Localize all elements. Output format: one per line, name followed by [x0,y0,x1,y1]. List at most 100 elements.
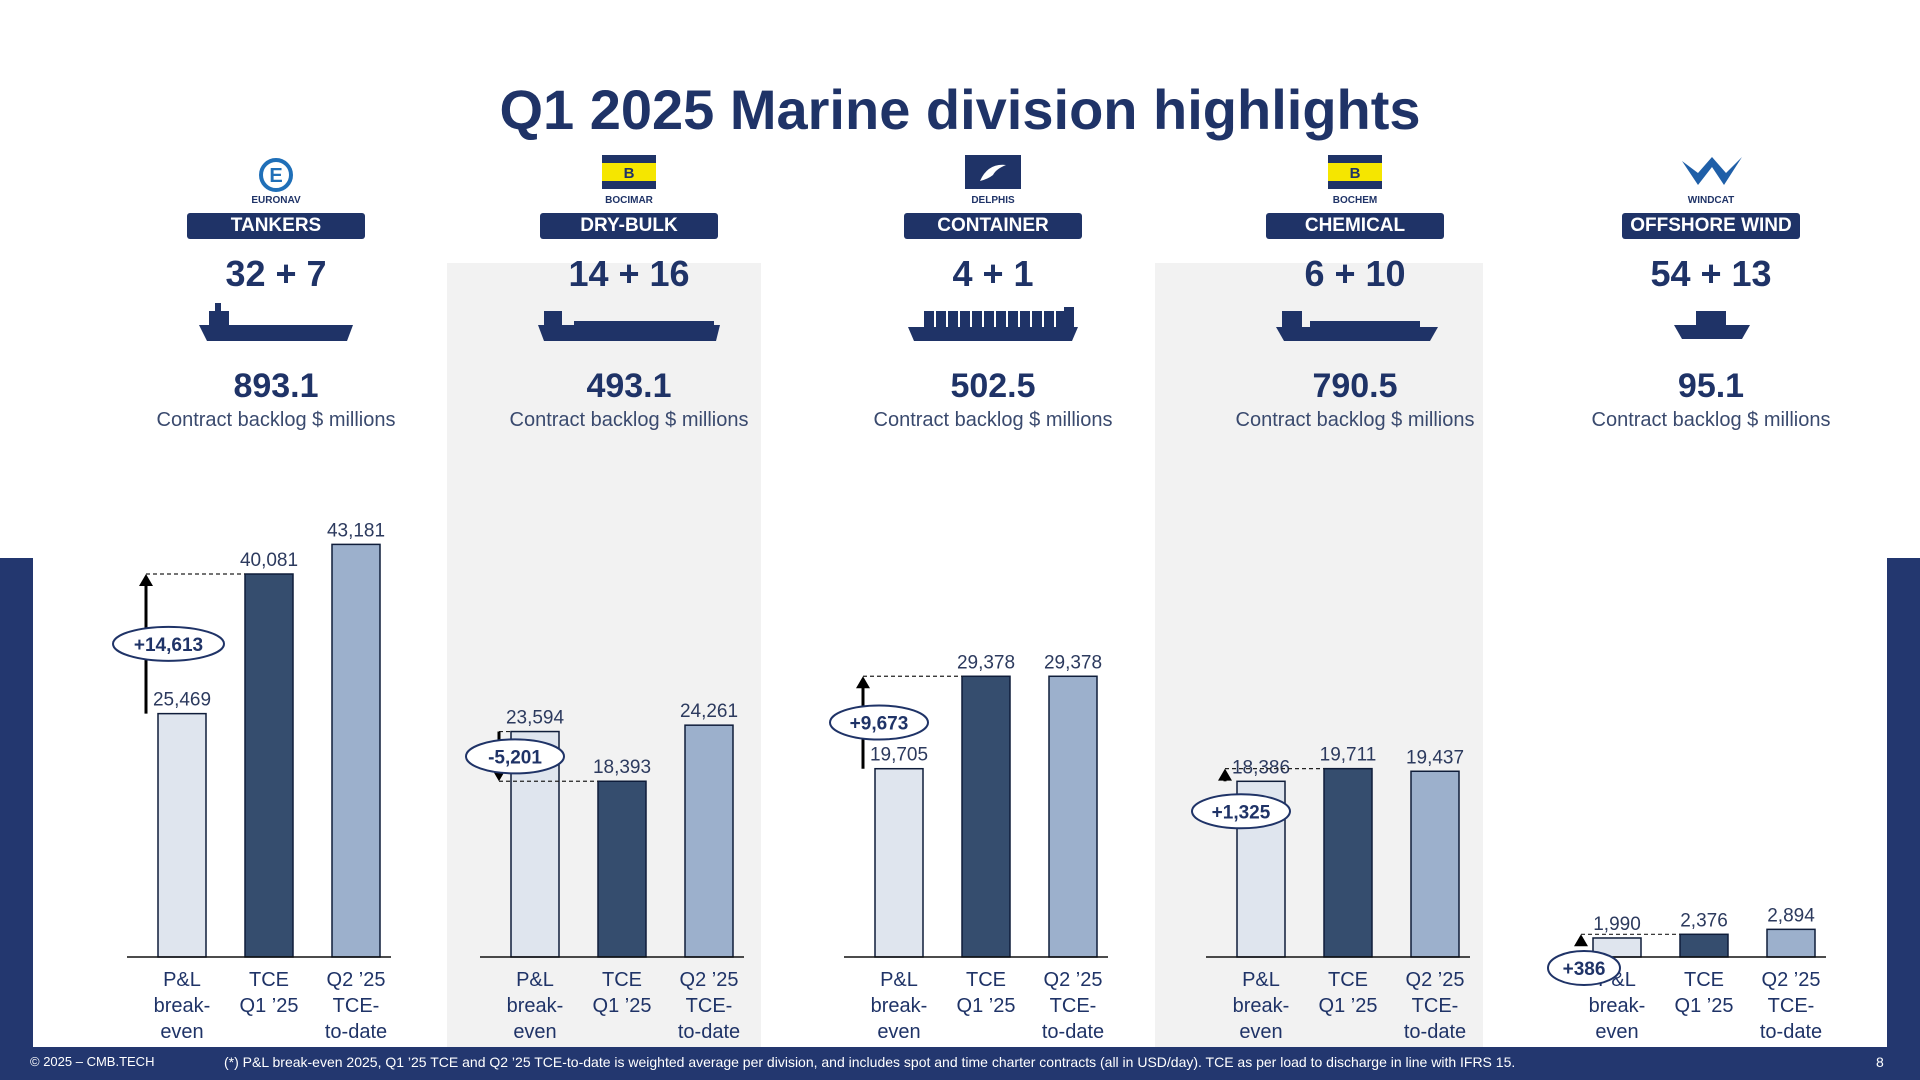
contract-backlog-value: 893.1 [233,367,319,405]
tick-label: Q1 ’25 [240,995,299,1017]
tce-bar-chart: 18,386 P&L break-even 19,711 TCE Q1 ’25 19,437… [1191,745,1470,1043]
division-tankers: E EURONAV TANKERS 32 + 7 893.1 Contract b… [111,37,441,1047]
container-stack [960,311,970,327]
bar [961,675,1011,958]
data-label: 19,711 [1320,745,1377,766]
contract-backlog-label: Contract backlog $ millions [509,409,749,431]
delta-arrow-head [139,574,153,587]
tce-bar-chart: 23,594 P&L break-even 18,393 TCE Q1 ’25 24,261… [465,701,744,1043]
container-stack [948,311,958,327]
delta-arrow-head [1574,934,1588,947]
tick-label: TCE- [333,995,380,1017]
contract-backlog-label: Contract backlog $ millions [1235,409,1475,431]
delphis-logo-icon: DELPHIS [965,155,1021,205]
bar [874,767,924,958]
container-stack [996,311,1006,327]
tanker-ship-icon [199,303,353,341]
data-label: 29,378 [957,652,1015,673]
tick-label: TCE [249,969,289,991]
page-number: 8 [1876,1054,1884,1070]
tick-label: TCE- [1412,995,1459,1017]
tick-label: to-date [1404,1021,1466,1043]
tick-label: TCE- [686,995,733,1017]
superstructure [544,311,562,325]
bar [597,780,647,958]
tick-label: even [1595,1021,1638,1043]
logo-letter: E [269,165,282,187]
bochem-logo-icon: B BOCHEM [1328,155,1382,205]
tick-label: to-date [325,1021,387,1043]
footer-copyright: © 2025 – CMB.TECH [30,1054,155,1069]
tick-label: TCE [1328,969,1368,991]
tick-label: even [877,1021,920,1043]
data-label: 2,894 [1767,905,1815,926]
container-stack [1020,311,1030,327]
superstructure [1282,311,1302,327]
fleet-count: 54 + 13 [1650,253,1772,294]
hull [199,325,353,341]
bar [1048,675,1098,958]
delta-badge [1191,793,1291,830]
logo-letter: B [1350,165,1361,182]
data-label: 23,594 [506,708,565,729]
fleet-count: 14 + 16 [568,253,690,294]
hull [538,325,720,341]
logo-wordmark: EURONAV [251,195,301,205]
tick-label: break- [1233,995,1290,1017]
tick-label: even [513,1021,556,1043]
contract-backlog-label: Contract backlog $ millions [873,409,1113,431]
division-offshore-wind: WINDCAT OFFSHORE WIND 54 + 13 95.1 Contr… [1546,37,1876,1047]
tick-label: break- [1589,995,1646,1017]
tick-label: Q2 ’25 [1044,969,1103,991]
bar [1679,933,1729,958]
slide: Q1 2025 Marine division highlights E EURO… [33,37,1887,1047]
division-label: CONTAINER [904,213,1082,239]
tick-label: break- [871,995,928,1017]
bar [331,543,381,958]
page-title: Q1 2025 Marine division highlights [499,78,1421,141]
delta-value: +14,613 [134,635,203,656]
contract-backlog-value: 493.1 [586,367,672,405]
delta-value: +1,325 [1212,802,1271,823]
logo-letter: B [624,165,635,182]
fleet-count: 32 + 7 [225,253,327,294]
tce-bar-chart: 19,705 P&L break-even 29,378 TCE Q1 ’25 29,378… [829,652,1108,1043]
tick-label: Q2 ’25 [1762,969,1821,991]
division-label: DRY-BULK [540,213,718,239]
data-label: 40,081 [240,550,298,571]
tick-label: TCE [602,969,642,991]
tick-label: P&L [1242,969,1280,991]
logo-wordmark: BOCIMAR [605,195,654,205]
chemical-tanker-icon [1276,311,1438,341]
contract-backlog-value: 790.5 [1312,367,1398,405]
deck-piping [1310,321,1420,327]
delta-value: +386 [1563,959,1606,980]
data-label: 18,393 [593,757,651,778]
container-stack [924,311,934,327]
logo-dolphin [980,164,1006,181]
logo-wordmark: DELPHIS [971,195,1015,205]
hull [1276,327,1438,341]
tick-label: Q1 ’25 [1675,995,1734,1017]
wheelhouse [1696,311,1726,325]
tick-label: even [1239,1021,1282,1043]
bar [157,712,207,958]
tick-label: P&L [880,969,918,991]
data-label: 19,705 [870,745,928,766]
logo-wordmark: BOCHEM [1333,195,1377,205]
logo-stripe [1328,163,1382,181]
tick-label: Q2 ’25 [1406,969,1465,991]
container-stack [972,311,982,327]
data-label: 24,261 [680,701,738,722]
tick-label: to-date [678,1021,740,1043]
tick-label: P&L [516,969,554,991]
data-label: 1,990 [1593,914,1641,935]
delta-arrow-head [856,676,870,689]
crew-transfer-vessel-icon [1674,311,1750,339]
tick-label: TCE- [1768,995,1815,1017]
division-container: DELPHIS CONTAINER 4 + 1 502.5 Contract b… [828,37,1158,1047]
delta-value: +9,673 [850,713,909,734]
division-label: CHEMICAL [1266,213,1444,239]
logo-wordmark: WINDCAT [1688,195,1734,205]
